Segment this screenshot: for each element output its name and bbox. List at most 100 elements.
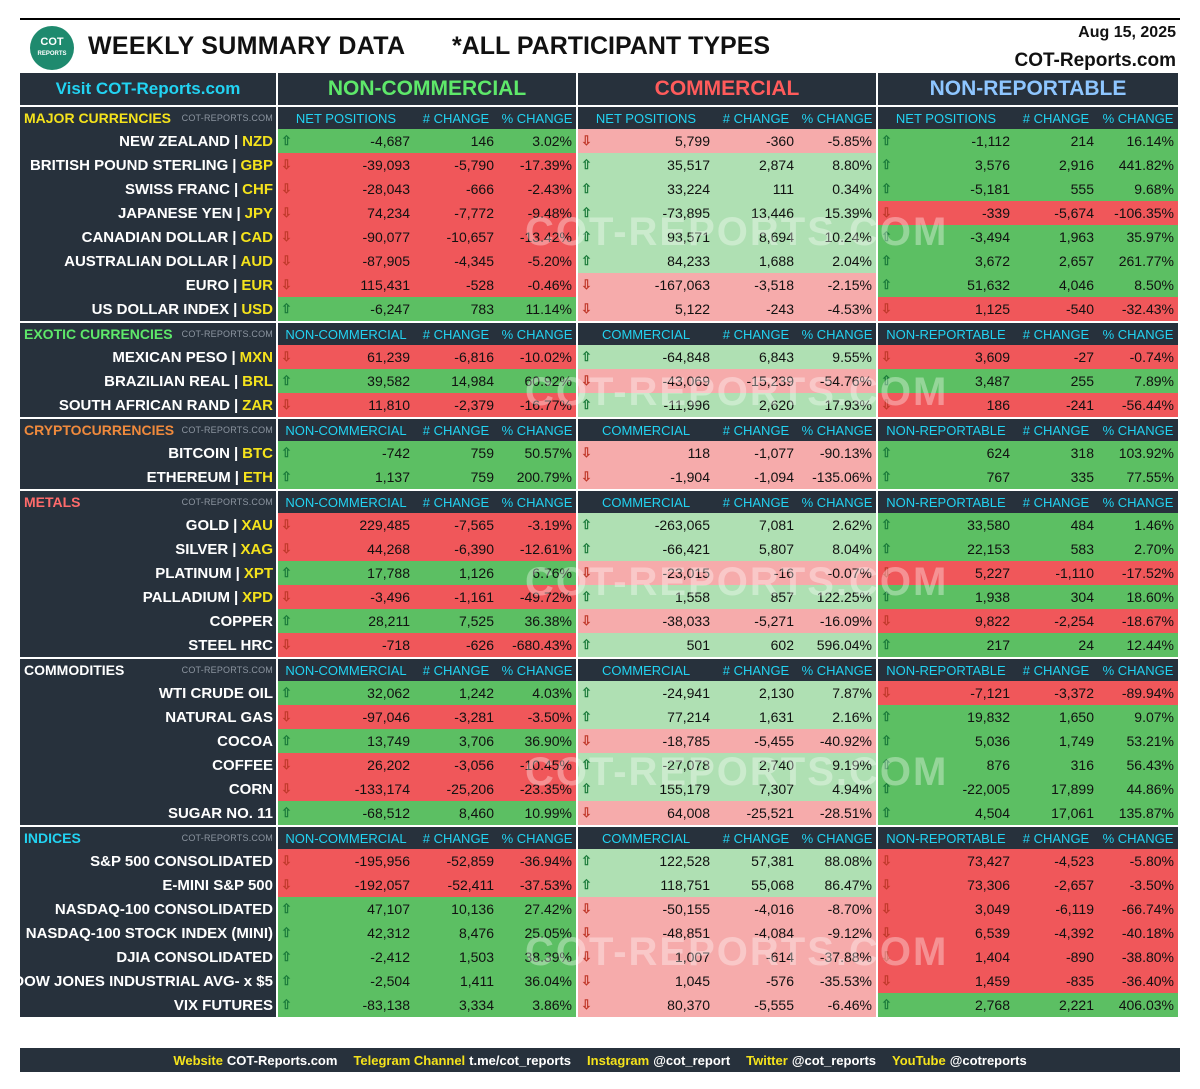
table-row[interactable]: SUGAR NO. 11 ⇧ -68,512 8,460 10.99% ⇩ 64,008 -2… bbox=[20, 801, 1180, 825]
net-position-value: 217 bbox=[986, 637, 1010, 653]
name-separator: | bbox=[235, 564, 240, 582]
site-name[interactable]: COT-Reports.com bbox=[1014, 50, 1176, 71]
net-position-cell: ⇧ -2,504 bbox=[278, 969, 414, 993]
net-position-cell: ⇩ -38,033 bbox=[578, 609, 714, 633]
table-row[interactable]: GOLD | XAU ⇩ 229,485 -7,565 -3.19% ⇧ -263,065 7,0… bbox=[20, 513, 1180, 537]
footer-link-value: COT-Reports.com bbox=[226, 1052, 338, 1068]
table-row[interactable]: SILVER | XAG ⇩ 44,268 -6,390 -12.61% ⇧ -66,421 5,… bbox=[20, 537, 1180, 561]
net-position-value: 2,768 bbox=[974, 997, 1010, 1013]
net-position-cell: ⇩ -133,174 bbox=[278, 777, 414, 801]
arrow-down-icon: ⇩ bbox=[281, 781, 292, 796]
percent-change-cell: -40.18% bbox=[1121, 925, 1174, 941]
footer-link[interactable]: YouTube @cotreports bbox=[892, 1053, 1027, 1068]
table-row[interactable]: PALLADIUM | XPD ⇩ -3,496 -1,161 -49.72% ⇧ 1,558 8… bbox=[20, 585, 1180, 609]
table-row[interactable]: SWISS FRANC | CHF ⇩ -28,043 -666 -2.43% ⇧ 33,224… bbox=[20, 177, 1180, 201]
table-row[interactable]: COCOA ⇧ 13,749 3,706 36.90% ⇩ -18,785 -5,455 -40… bbox=[20, 729, 1180, 753]
table-row[interactable]: EURO | EUR ⇩ 115,431 -528 -0.46% ⇩ -167,063 -3,51… bbox=[20, 273, 1180, 297]
table-row[interactable]: COPPER ⇧ 28,211 7,525 36.38% ⇩ -38,033 -5,271 -1… bbox=[20, 609, 1180, 633]
table-row[interactable]: E-MINI S&P 500 ⇩ -192,057 -52,411 -37.53% ⇧ 11… bbox=[20, 873, 1180, 897]
footer-link[interactable]: Telegram Channel t.me/cot_reports bbox=[353, 1053, 571, 1068]
net-position-cell: ⇧ 767 bbox=[878, 465, 1014, 489]
table-row[interactable]: NATURAL GAS ⇩ -97,046 -3,281 -3.50% ⇧ 77,214 1,… bbox=[20, 705, 1180, 729]
table-row[interactable]: STEEL HRC ⇩ -718 -626 -680.43% ⇧ 501 602 596.04%… bbox=[20, 633, 1180, 657]
arrow-down-icon: ⇩ bbox=[881, 877, 892, 892]
table-row[interactable]: AUSTRALIAN DOLLAR | AUD ⇩ -87,905 -4,345 -5.20… bbox=[20, 249, 1180, 273]
footer-link[interactable]: Website COT-Reports.com bbox=[173, 1053, 337, 1068]
table-row[interactable]: S&P 500 CONSOLIDATED ⇩ -195,956 -52,859 -36.… bbox=[20, 849, 1180, 873]
net-position-value: 1,137 bbox=[374, 469, 410, 485]
table-row[interactable]: BRITISH POUND STERLING | GBP ⇩ -39,093 -5,790… bbox=[20, 153, 1180, 177]
net-position-value: -68,512 bbox=[362, 805, 410, 821]
column-header-group: NON-COMMERCIAL # CHANGE % CHANGE bbox=[278, 491, 576, 513]
table-row[interactable]: US DOLLAR INDEX | USD ⇧ -6,247 783 11.14% ⇩ 5,12… bbox=[20, 297, 1180, 321]
table-row[interactable]: VIX FUTURES ⇧ -83,138 3,334 3.86% ⇩ 80,370 -5,5… bbox=[20, 993, 1180, 1017]
value-group: ⇧ -6,247 783 11.14% bbox=[278, 297, 576, 321]
table-row[interactable]: DJIA CONSOLIDATED ⇧ -2,412 1,503 38.39% ⇩ 1,00… bbox=[20, 945, 1180, 969]
instrument-name-cell: NASDAQ-100 STOCK INDEX (MINI) bbox=[20, 921, 276, 945]
instrument-name: S&P 500 CONSOLIDATED bbox=[90, 852, 273, 870]
net-position-cell: ⇧ 22,153 bbox=[878, 537, 1014, 561]
instrument-code: GBP bbox=[240, 156, 273, 174]
value-group: ⇩ 73,427 -4,523 -5.80% bbox=[878, 849, 1178, 873]
percent-change-cell: -0.46% bbox=[527, 277, 572, 293]
net-position-value: 186 bbox=[986, 397, 1010, 413]
table-row[interactable]: PLATINUM | XPT ⇧ 17,788 1,126 6.76% ⇩ -23,015 -16… bbox=[20, 561, 1180, 585]
value-group: ⇩ -28,043 -666 -2.43% bbox=[278, 177, 576, 201]
table-row[interactable]: BRAZILIAN REAL | BRL ⇧ 39,582 14,984 60.92% ⇩ -4… bbox=[20, 369, 1180, 393]
table-row[interactable]: BITCOIN | BTC ⇧ -742 759 50.57% ⇩ 118 -1,077 -90.1… bbox=[20, 441, 1180, 465]
table-row[interactable]: CANADIAN DOLLAR | CAD ⇩ -90,077 -10,657 -13.42… bbox=[20, 225, 1180, 249]
percent-change-cell: -8.70% bbox=[827, 901, 872, 917]
table-row[interactable]: ETHEREUM | ETH ⇧ 1,137 759 200.79% ⇩ -1,904 -1,09… bbox=[20, 465, 1180, 489]
arrow-up-icon: ⇧ bbox=[881, 781, 892, 796]
instrument-name: PLATINUM bbox=[155, 564, 232, 582]
net-position-cell: ⇩ 9,822 bbox=[878, 609, 1014, 633]
value-group: ⇩ 73,306 -2,657 -3.50% bbox=[878, 873, 1178, 897]
table-row[interactable]: CORN ⇩ -133,174 -25,206 -23.35% ⇧ 155,179 7,307… bbox=[20, 777, 1180, 801]
arrow-up-icon: ⇧ bbox=[281, 445, 292, 460]
column-header: # CHANGE bbox=[422, 830, 490, 846]
percent-change-cell: 9.07% bbox=[1134, 709, 1174, 725]
table-row[interactable]: NEW ZEALAND | NZD ⇧ -4,687 146 3.02% ⇩ 5,799 -360… bbox=[20, 129, 1180, 153]
value-group: ⇧ -4,687 146 3.02% bbox=[278, 129, 576, 153]
table-row[interactable]: DOW JONES INDUSTRIAL AVG- x $5 ⇧ -2,504 1,4… bbox=[13, 969, 1180, 993]
table-row[interactable]: JAPANESE YEN | JPY ⇩ 74,234 -7,772 -9.48% ⇧ -73,… bbox=[20, 201, 1180, 225]
percent-change-cell: -0.74% bbox=[1129, 349, 1174, 365]
net-position-cell: ⇧ 4,504 bbox=[878, 801, 1014, 825]
change-cell: 1,126 bbox=[458, 565, 494, 581]
table-row[interactable]: SOUTH AFRICAN RAND | ZAR ⇩ 11,810 -2,379 -16.7… bbox=[20, 393, 1180, 417]
instrument-code: XAU bbox=[241, 516, 273, 534]
percent-change-cell: 86.47% bbox=[824, 877, 872, 893]
section-header-row: COMMODITIES COT-REPORTS.COM NON-COMMERCIAL… bbox=[20, 659, 1180, 681]
arrow-down-icon: ⇩ bbox=[281, 181, 292, 196]
column-header: # CHANGE bbox=[1022, 326, 1090, 342]
instrument-name: BITCOIN bbox=[168, 444, 230, 462]
instrument-name: PALLADIUM bbox=[142, 588, 230, 606]
percent-change-cell: 441.82% bbox=[1118, 157, 1174, 173]
change-cell: -52,411 bbox=[447, 877, 494, 893]
arrow-down-icon: ⇩ bbox=[881, 685, 892, 700]
net-position-value: -133,174 bbox=[354, 781, 410, 797]
arrow-up-icon: ⇧ bbox=[281, 997, 292, 1012]
change-cell: 2,916 bbox=[1058, 157, 1094, 173]
table-row[interactable]: COFFEE ⇩ 26,202 -3,056 -10.45% ⇧ -27,078 2,740 9… bbox=[20, 753, 1180, 777]
instrument-name-cell: SWISS FRANC | CHF bbox=[20, 177, 276, 201]
footer-link[interactable]: Twitter @cot_reports bbox=[746, 1053, 876, 1068]
change-cell: 1,749 bbox=[1058, 733, 1094, 749]
name-separator: | bbox=[236, 204, 241, 222]
visit-link[interactable]: Visit COT-Reports.com bbox=[20, 73, 276, 105]
value-group: ⇩ 61,239 -6,816 -10.02% bbox=[278, 345, 576, 369]
percent-change-cell: 3.02% bbox=[532, 133, 572, 149]
net-position-value: -11,996 bbox=[663, 397, 710, 413]
table-row[interactable]: WTI CRUDE OIL ⇧ 32,062 1,242 4.03% ⇧ -24,941 2,… bbox=[20, 681, 1180, 705]
table-row[interactable]: NASDAQ-100 CONSOLIDATED ⇧ 47,107 10,136 27.4… bbox=[20, 897, 1180, 921]
footer-link[interactable]: Instagram @cot_report bbox=[587, 1053, 730, 1068]
table-row[interactable]: MEXICAN PESO | MXN ⇩ 61,239 -6,816 -10.02% ⇧ -64… bbox=[20, 345, 1180, 369]
percent-change-cell: -5.85% bbox=[827, 133, 872, 149]
net-position-value: 3,487 bbox=[974, 373, 1010, 389]
value-group: ⇧ 155,179 7,307 4.94% bbox=[578, 777, 876, 801]
section-title-cell: CRYPTOCURRENCIES COT-REPORTS.COM bbox=[20, 419, 276, 441]
change-cell: 304 bbox=[1070, 589, 1094, 605]
table-row[interactable]: NASDAQ-100 STOCK INDEX (MINI) ⇧ 42,312 8,47… bbox=[20, 921, 1180, 945]
percent-change-cell: -36.40% bbox=[1121, 973, 1174, 989]
cot-logo[interactable]: COT REPORTS bbox=[30, 26, 74, 70]
